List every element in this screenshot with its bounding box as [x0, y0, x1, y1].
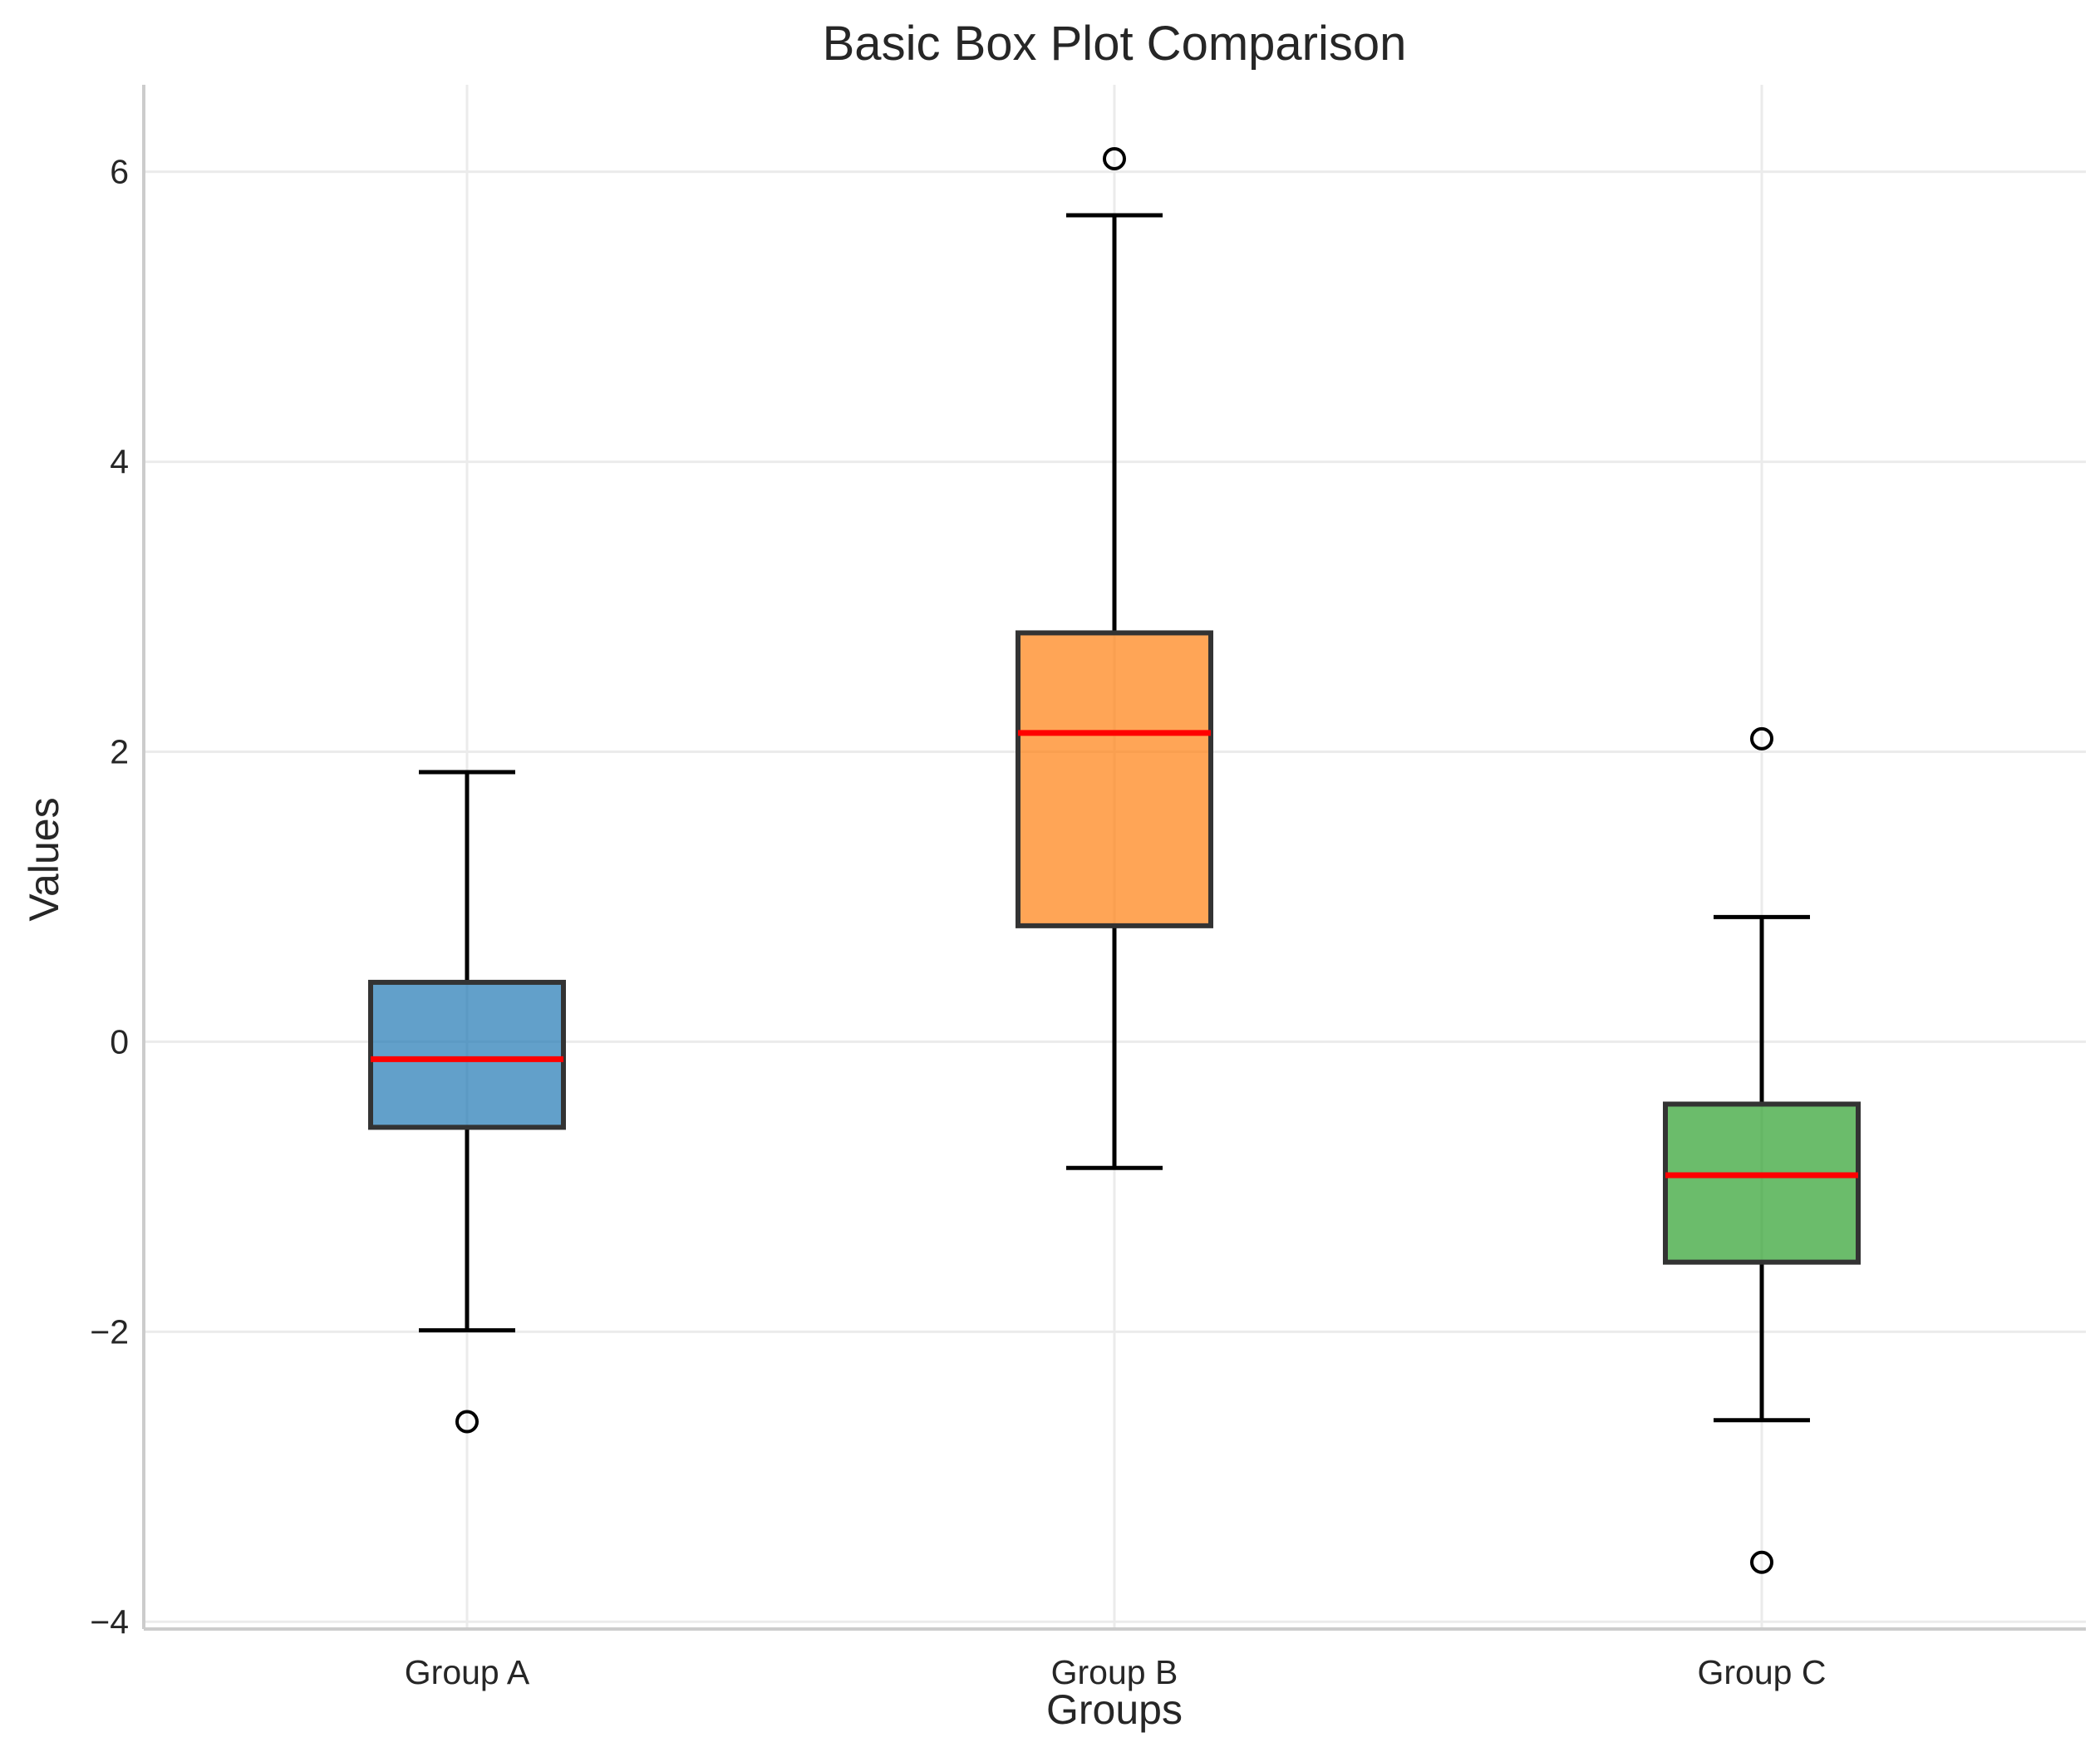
- box-group-b: [1016, 630, 1213, 928]
- x-tick-label: Group C: [1698, 1653, 1827, 1691]
- outlier-point: [1103, 146, 1126, 170]
- x-tick-label: Group A: [405, 1653, 530, 1691]
- y-tick-label: 4: [110, 443, 129, 481]
- plot-area: −4 −2 0 2 4 6 Group A Group B Group C: [90, 85, 2086, 1691]
- x-axis-label: Groups: [1046, 1686, 1183, 1733]
- y-tick-label: 2: [110, 733, 129, 771]
- y-tick-label: 6: [110, 153, 129, 191]
- outlier-point: [1750, 726, 1773, 751]
- outlier-point: [455, 1410, 479, 1434]
- x-tick-label: Group B: [1051, 1653, 1178, 1691]
- y-tick-label: −4: [90, 1602, 129, 1641]
- box-group-c: [1663, 1101, 1861, 1265]
- outlier-point: [1750, 1550, 1773, 1574]
- box-group-a: [368, 979, 566, 1130]
- y-tick-label: 0: [110, 1022, 129, 1061]
- chart-title: Basic Box Plot Comparison: [823, 17, 1407, 71]
- y-tick-label: −2: [90, 1312, 129, 1351]
- y-axis-label: Values: [21, 797, 67, 921]
